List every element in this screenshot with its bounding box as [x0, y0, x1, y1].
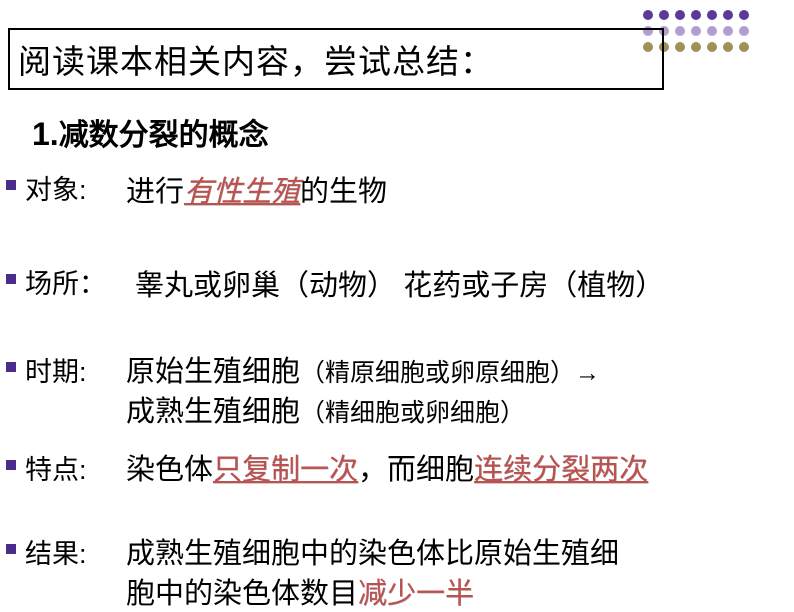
decoration-dot — [723, 42, 733, 52]
decoration-dot — [691, 10, 701, 20]
text-small: （精原细胞或卵原细胞）→ — [300, 360, 600, 387]
decoration-dot — [723, 26, 733, 36]
decoration-dot — [739, 42, 749, 52]
row-label: 场所： — [25, 262, 106, 301]
decoration-dot — [739, 26, 749, 36]
emphasis-text: 只复制一次 — [213, 454, 358, 486]
row-value-line1: 原始生殖细胞（精原细胞或卵原细胞）→ — [126, 348, 600, 390]
bullet-icon — [6, 460, 16, 470]
text-suffix: 的生物 — [300, 176, 387, 208]
heading-text: 减数分裂的概念 — [59, 119, 269, 152]
row-label: 特点: — [25, 448, 87, 487]
heading-number: 1. — [32, 116, 59, 152]
row-feature: 特点: 染色体只复制一次，而细胞连续分裂两次 — [0, 446, 794, 492]
page-title-box: 阅读课本相关内容，尝试总结： — [8, 28, 664, 90]
row-value: 睾丸或卵巢（动物） 花药或子房（植物） — [135, 262, 664, 304]
text-small: （精细胞或卵细胞） — [300, 400, 525, 427]
row-label: 结果: — [25, 532, 87, 571]
decoration-dot — [659, 10, 669, 20]
decoration-dot — [707, 10, 717, 20]
text: ，而细胞 — [358, 454, 474, 486]
text: 原始生殖细胞 — [126, 356, 300, 388]
bullet-icon — [6, 544, 16, 554]
section-heading: 1.减数分裂的概念 — [32, 110, 269, 154]
decoration-dot — [707, 42, 717, 52]
text: 胞中的染色体数目 — [126, 578, 358, 610]
text-prefix: 进行 — [126, 176, 184, 208]
bullet-icon — [6, 274, 16, 284]
decoration-dot — [675, 10, 685, 20]
emphasis-text: 减少一半 — [358, 578, 474, 610]
row-value: 染色体只复制一次，而细胞连续分裂两次 — [126, 446, 648, 488]
row-place: 场所： 睾丸或卵巢（动物） 花药或子房（植物） — [0, 262, 794, 308]
decoration-dot — [691, 26, 701, 36]
bullet-icon — [6, 180, 16, 190]
row-value-line2: 成熟生殖细胞（精细胞或卵细胞） — [126, 388, 525, 430]
emphasis-text: 有性生殖 — [184, 176, 300, 208]
decoration-dot — [739, 10, 749, 20]
row-value-line1: 成熟生殖细胞中的染色体比原始生殖细 — [126, 530, 619, 572]
decoration-dot — [707, 26, 717, 36]
row-period: 时期: 原始生殖细胞（精原细胞或卵原细胞）→ 成熟生殖细胞（精细胞或卵细胞） — [0, 348, 794, 428]
row-subject: 对象: 进行有性生殖的生物 — [0, 168, 794, 214]
decoration-dot — [643, 10, 653, 20]
row-label: 对象: — [25, 168, 87, 207]
row-value: 进行有性生殖的生物 — [126, 168, 387, 210]
emphasis-text: 连续分裂两次 — [474, 454, 648, 486]
decoration-dot — [675, 26, 685, 36]
row-result: 结果: 成熟生殖细胞中的染色体比原始生殖细 胞中的染色体数目减少一半 — [0, 530, 794, 610]
text: 染色体 — [126, 454, 213, 486]
bullet-icon — [6, 362, 16, 372]
decoration-dot — [723, 10, 733, 20]
decoration-dot — [691, 42, 701, 52]
page-title: 阅读课本相关内容，尝试总结： — [18, 35, 494, 83]
text: 成熟生殖细胞 — [126, 396, 300, 428]
row-value-line2: 胞中的染色体数目减少一半 — [126, 570, 474, 612]
decoration-dot — [675, 42, 685, 52]
row-label: 时期: — [25, 350, 87, 389]
definition-list: 对象: 进行有性生殖的生物 场所： 睾丸或卵巢（动物） 花药或子房（植物） 时期… — [0, 168, 794, 610]
